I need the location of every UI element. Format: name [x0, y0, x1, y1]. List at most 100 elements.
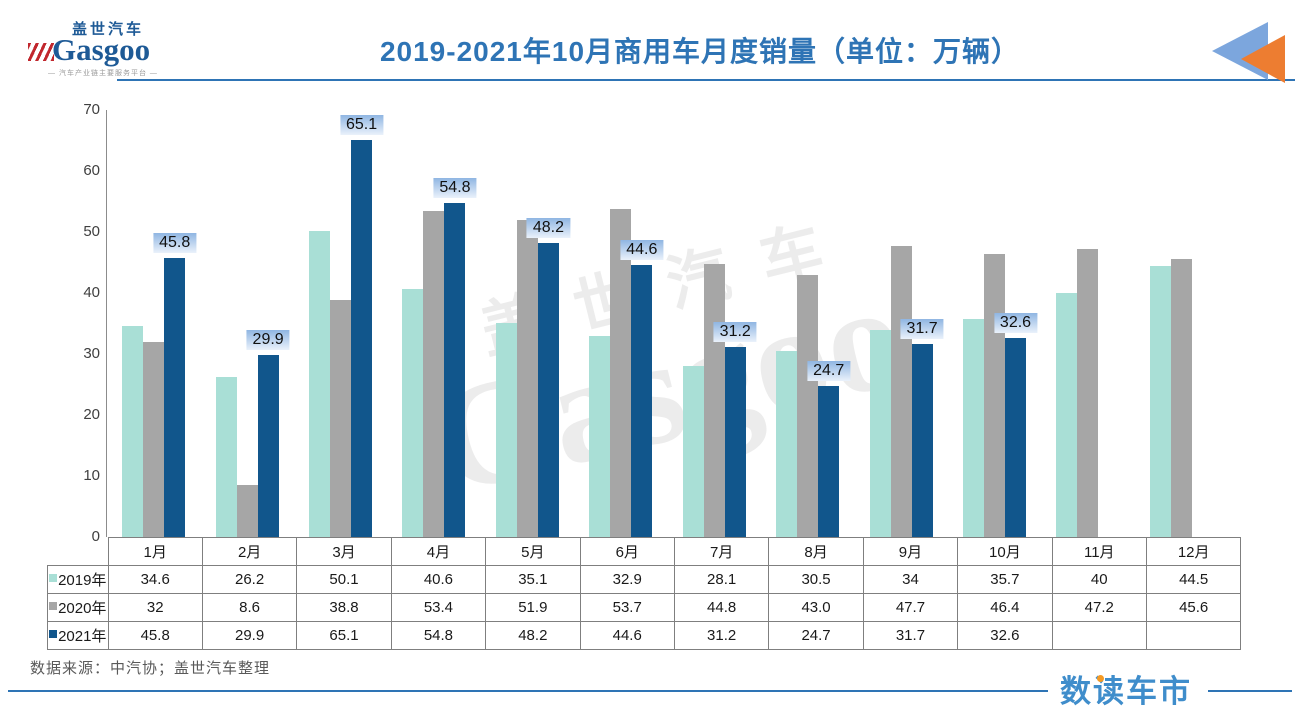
plot-area: 45.8 29.9 65.1 54.8 48.2 44.6 31.2 24.7 31.7 32.6 — [107, 110, 1228, 537]
table-row-2020年: 2020年 32 8.6 38.8 53.4 51.9 53.7 44.8 43.0 47.7 46… — [47, 593, 1242, 622]
bar-group-9月: 31.7 — [854, 110, 947, 537]
table-value-cell: 51.9 — [485, 593, 581, 622]
table-month-header: 6月 — [579, 537, 675, 566]
value-label: 31.7 — [900, 318, 944, 339]
table-month-header: 1月 — [107, 537, 203, 566]
bar-2020年 — [610, 209, 632, 537]
bar-2019年 — [589, 336, 611, 537]
bar-2021年 — [257, 354, 279, 537]
table-value-cell: 31.2 — [673, 621, 770, 650]
bar-2019年 — [122, 325, 144, 537]
table-month-header: 7月 — [673, 537, 770, 566]
bar-2020年 — [1077, 249, 1099, 537]
table-value-cell: 44.8 — [673, 593, 770, 622]
table-value-cell: 54.8 — [390, 621, 487, 650]
table-value-cell: 44.5 — [1145, 565, 1242, 594]
table-month-header: 10月 — [957, 537, 1053, 566]
footer-divider-right — [1208, 690, 1292, 692]
legend-swatch-icon — [49, 630, 58, 638]
table-value-cell: 24.7 — [768, 621, 864, 650]
table-value-cell: 43.0 — [768, 593, 864, 622]
legend-swatch-icon — [49, 602, 58, 610]
bar-2019年 — [776, 350, 798, 537]
table-value-cell: 53.7 — [579, 593, 675, 622]
table-value-cell: 44.6 — [579, 621, 675, 650]
bar-2020年 — [423, 211, 445, 537]
value-label: 24.7 — [807, 361, 851, 382]
table-value-cell: 32.6 — [957, 621, 1053, 650]
bar-2021年 — [911, 343, 933, 537]
bar-2019年 — [682, 365, 704, 537]
table-month-header: 3月 — [296, 537, 392, 566]
value-label: 54.8 — [433, 177, 477, 198]
table-month-header: 4月 — [390, 537, 487, 566]
y-tick-label: 10 — [83, 467, 100, 484]
footer-divider-left — [8, 690, 1048, 692]
table-value-cell: 35.1 — [485, 565, 581, 594]
footer-bar: 数读车市 — [8, 671, 1292, 711]
value-label: 45.8 — [153, 232, 197, 253]
bar-2021年 — [1005, 338, 1026, 537]
table-value-cell: 50.1 — [296, 565, 392, 594]
bar-2019年 — [869, 329, 891, 537]
table-value-cell — [1051, 621, 1147, 650]
bar-group-3月: 65.1 — [294, 110, 387, 537]
table-value-cell: 53.4 — [390, 593, 487, 622]
bar-2020年 — [890, 246, 912, 537]
table-value-cell: 30.5 — [768, 565, 864, 594]
bar-2019年 — [1149, 265, 1171, 537]
gasgoo-tagline: — 汽车产业链主要服务平台 — — [48, 70, 158, 77]
bar-2021年 — [164, 257, 186, 537]
value-label: 31.2 — [713, 321, 757, 342]
bar-2020年 — [236, 484, 258, 537]
table-value-cell: 45.6 — [1145, 593, 1242, 622]
table-row-label: 2020年 — [47, 593, 109, 622]
value-label: 29.9 — [246, 329, 290, 350]
table-value-cell: 32 — [107, 593, 203, 622]
bar-group-1月: 45.8 — [107, 110, 200, 537]
y-tick-label: 30 — [83, 345, 100, 362]
y-tick-label: 70 — [83, 101, 100, 118]
bar-group-10月: 32.6 — [948, 110, 1041, 537]
table-value-cell: 29.9 — [201, 621, 298, 650]
gasgoo-logo-cn: 盖世汽车 — [72, 21, 145, 38]
value-label: 32.6 — [993, 313, 1038, 334]
gasgoo-logo: 盖世汽车 Gasgoo — 汽车产业链主要服务平台 — — [28, 22, 178, 78]
bar-group-2月: 29.9 — [200, 110, 293, 537]
bar-group-11月 — [1041, 110, 1134, 537]
table-value-cell: 46.4 — [957, 593, 1053, 622]
table-value-cell — [1145, 621, 1242, 650]
table-month-header: 8月 — [768, 537, 864, 566]
gasgoo-stripes-icon — [28, 43, 54, 61]
gasgoo-logo-en: Gasgoo — [52, 32, 151, 67]
y-tick-label: 60 — [83, 162, 100, 179]
bar-2021年 — [818, 386, 840, 537]
bar-group-8月: 24.7 — [761, 110, 854, 537]
table-value-cell: 34.6 — [107, 565, 203, 594]
table-value-cell: 31.7 — [862, 621, 959, 650]
bar-2020年 — [703, 263, 725, 537]
table-row-label: 2021年 — [47, 621, 109, 650]
bar-2021年 — [351, 139, 373, 537]
table-value-cell: 34 — [862, 565, 959, 594]
value-label: 65.1 — [339, 114, 384, 135]
table-value-cell: 40.6 — [390, 565, 487, 594]
y-tick-label: 20 — [83, 406, 100, 423]
table-value-cell: 28.1 — [673, 565, 770, 594]
table-value-cell: 65.1 — [296, 621, 392, 650]
bar-2020年 — [330, 300, 352, 537]
table-value-cell: 26.2 — [201, 565, 298, 594]
table-value-cell: 40 — [1051, 565, 1147, 594]
table-month-header: 12月 — [1145, 537, 1242, 566]
table-value-cell: 32.9 — [579, 565, 675, 594]
bar-2021年 — [631, 264, 653, 537]
table-month-header: 9月 — [862, 537, 959, 566]
title-underline — [117, 79, 1295, 81]
orange-dot-icon — [1097, 674, 1104, 682]
bar-group-12月 — [1135, 110, 1228, 537]
table-value-cell: 8.6 — [201, 593, 298, 622]
table-month-header: 11月 — [1051, 537, 1147, 566]
bar-2019年 — [495, 322, 517, 537]
value-label: 48.2 — [526, 217, 570, 238]
